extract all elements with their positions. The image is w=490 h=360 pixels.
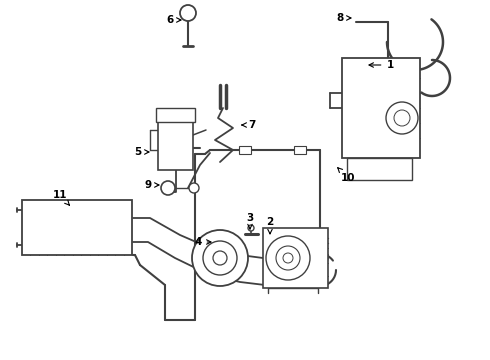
Bar — [239, 146, 251, 154]
Bar — [156, 108, 195, 122]
Bar — [158, 120, 193, 170]
Circle shape — [394, 110, 410, 126]
Circle shape — [248, 225, 254, 231]
Text: 6: 6 — [167, 15, 181, 25]
Text: 7: 7 — [242, 120, 256, 130]
Text: 4: 4 — [195, 237, 211, 247]
Text: 9: 9 — [145, 180, 159, 190]
Bar — [342, 58, 420, 158]
Circle shape — [180, 5, 196, 21]
Circle shape — [386, 102, 418, 134]
Text: 8: 8 — [336, 13, 351, 23]
Text: 2: 2 — [267, 217, 273, 234]
Circle shape — [161, 181, 175, 195]
Circle shape — [189, 183, 199, 193]
Text: 3: 3 — [246, 213, 254, 229]
Bar — [263, 228, 328, 288]
Bar — [294, 146, 306, 154]
Circle shape — [192, 230, 248, 286]
Text: 5: 5 — [134, 147, 149, 157]
Circle shape — [203, 241, 237, 275]
Text: 1: 1 — [369, 60, 393, 70]
Circle shape — [283, 253, 293, 263]
Bar — [22, 200, 132, 255]
Text: 11: 11 — [53, 190, 70, 205]
Circle shape — [213, 251, 227, 265]
Text: 10: 10 — [338, 168, 355, 183]
Bar — [347, 158, 412, 180]
Circle shape — [276, 246, 300, 270]
Circle shape — [266, 236, 310, 280]
